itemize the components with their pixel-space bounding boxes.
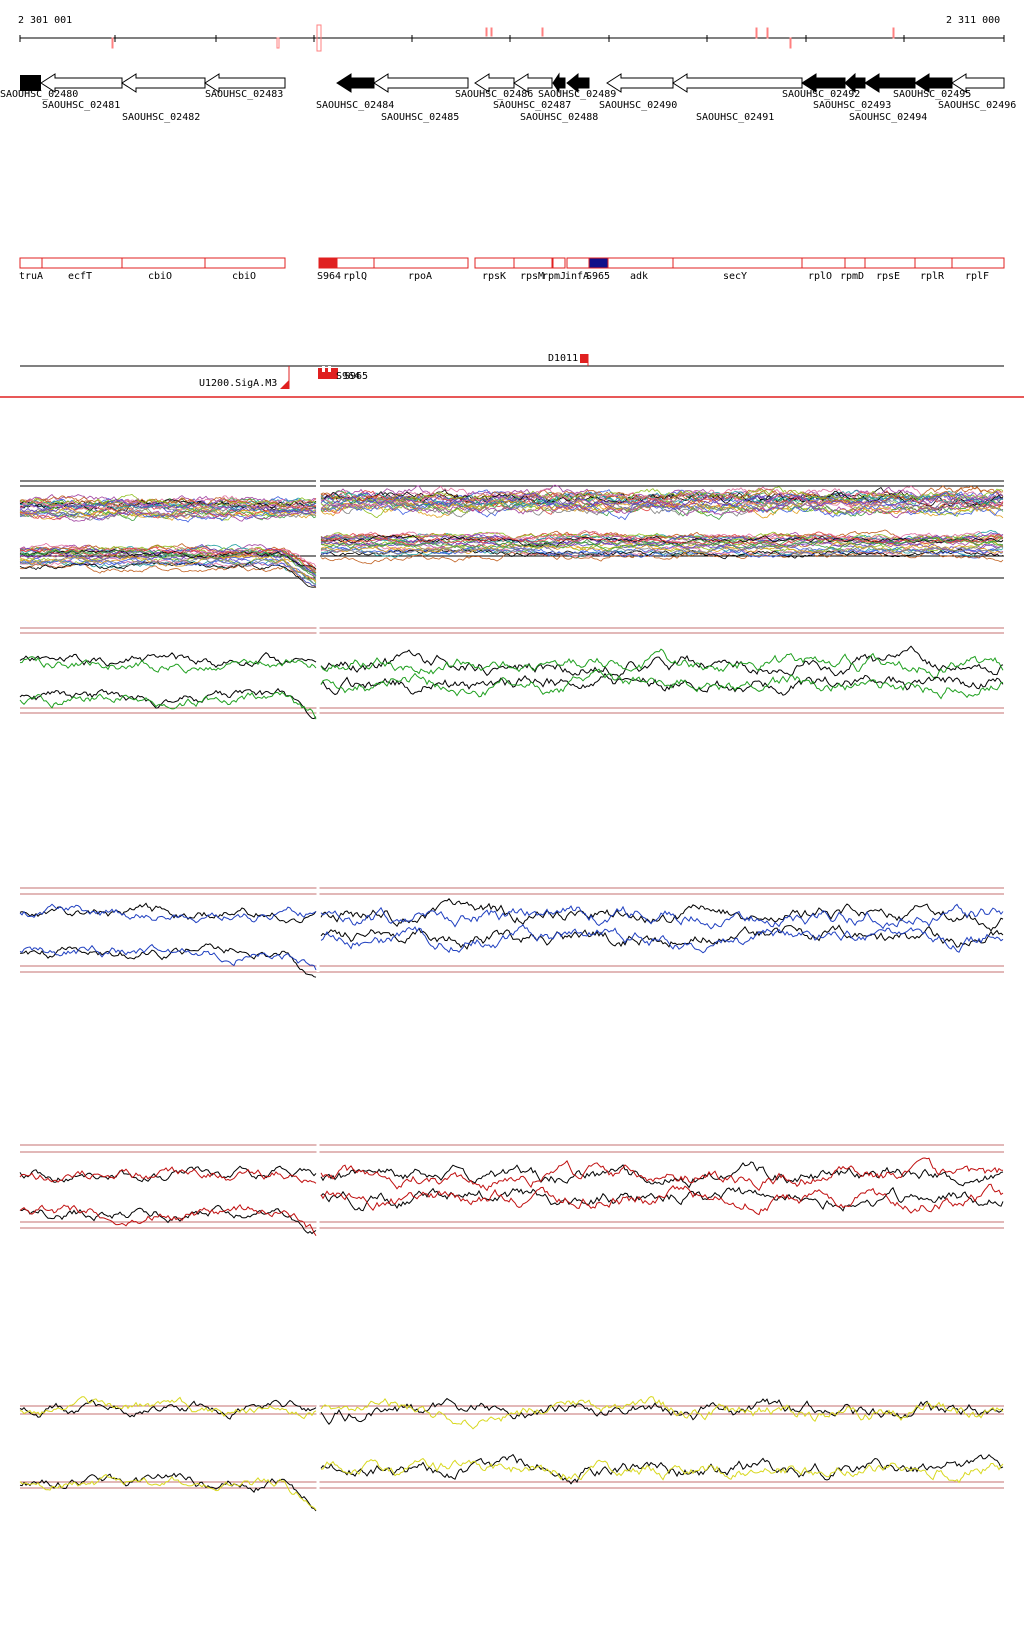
gene-label: SAOUHSC_02495 (893, 89, 971, 100)
annotation-label: rplO (808, 271, 832, 282)
annotation-label: rpsK (482, 271, 506, 282)
annotation-box[interactable] (336, 257, 375, 269)
track-all-conditions (19, 470, 1004, 590)
annotation-box[interactable] (121, 257, 206, 269)
gene-arrow[interactable] (552, 72, 566, 94)
gene-label: SAOUHSC_02485 (381, 112, 459, 123)
track-condition-yellow (19, 1390, 1004, 1512)
gene-arrow[interactable] (566, 72, 590, 94)
track-condition-green (19, 618, 1004, 720)
feature-track: D1011 U1200.SigA.M3 S964 S965 (0, 353, 1024, 398)
annotation-track: truA ecfT cbiO cbiO S964 rplQ rpoA rpsK rpsMrpmJ… (19, 257, 1005, 282)
annotation-label: rpsM (520, 271, 544, 282)
annotation-box[interactable] (801, 257, 846, 269)
annotation-box[interactable] (864, 257, 916, 269)
annotation-box[interactable] (566, 257, 590, 269)
annotation-box[interactable] (318, 257, 338, 269)
annotation-box[interactable] (552, 257, 566, 269)
annotation-label: truA (19, 271, 43, 282)
gene-label: SAOUHSC_02480 (0, 89, 78, 100)
gene-arrow[interactable] (606, 73, 674, 93)
annotation-box[interactable] (373, 257, 469, 269)
annotation-label: S964 (317, 271, 341, 282)
gene-label: SAOUHSC_02492 (782, 89, 860, 100)
feature-u1200-mark[interactable] (280, 380, 289, 389)
annotation-label: infA (565, 271, 589, 282)
expression-tracks (19, 470, 1004, 1512)
ruler-end-label: 2 311 000 (946, 15, 1000, 26)
gene-arrow[interactable] (373, 73, 469, 93)
annotation-label: rpsE (876, 271, 900, 282)
annotation-box[interactable] (672, 257, 803, 269)
gene-label: SAOUHSC_02490 (599, 100, 677, 111)
annotation-box[interactable] (513, 257, 553, 269)
annotation-label: rpmD (840, 271, 864, 282)
gene-arrow[interactable] (40, 73, 123, 93)
gene-label: SAOUHSC_02482 (122, 112, 200, 123)
track-condition-red (19, 1135, 1004, 1236)
annotation-box[interactable] (588, 257, 609, 269)
gene-label: SAOUHSC_02487 (493, 100, 571, 111)
annotation-label: rpmJ (542, 271, 566, 282)
gene-arrow[interactable] (121, 73, 206, 93)
gene-label: SAOUHSC_02494 (849, 112, 927, 123)
gene-label: SAOUHSC_02489 (538, 89, 616, 100)
annotation-label: cbiO (148, 271, 172, 282)
feature-d1011-label: D1011 (548, 353, 578, 364)
annotation-label: adk (630, 271, 648, 282)
gene-label: SAOUHSC_02486 (455, 89, 533, 100)
gene-label: SAOUHSC_02481 (42, 100, 120, 111)
annotation-box[interactable] (951, 257, 1005, 269)
gene-arrow[interactable] (336, 73, 375, 93)
gene-label: SAOUHSC_02484 (316, 100, 394, 111)
gene-label: SAOUHSC_02488 (520, 112, 598, 123)
feature-cluster-mark[interactable] (318, 368, 338, 379)
annotation-label: rplQ (343, 271, 367, 282)
coordinate-ruler: 2 301 001 2 311 000 (18, 15, 1005, 52)
track-condition-blue (19, 878, 1004, 978)
annotation-box[interactable] (844, 257, 866, 269)
annotation-label: rplF (965, 271, 989, 282)
annotation-label: rplR (920, 271, 945, 282)
gene-label: SAOUHSC_02491 (696, 112, 774, 123)
annotation-label: secY (723, 271, 747, 282)
gene-label: SAOUHSC_02496 (938, 100, 1016, 111)
gene-arrow[interactable] (513, 73, 553, 93)
feature-s964-label: S964 (336, 371, 360, 382)
ruler-start-label: 2 301 001 (18, 15, 72, 26)
annotation-box[interactable] (607, 257, 674, 269)
annotation-label: rpoA (408, 271, 432, 282)
annotation-box[interactable] (19, 257, 43, 269)
gene-arrow[interactable] (951, 73, 1005, 93)
feature-s965-label: S965 (344, 371, 368, 382)
gene-arrow[interactable] (20, 75, 41, 91)
annotation-box[interactable] (41, 257, 123, 269)
annotation-label: ecfT (68, 271, 92, 282)
gene-label: SAOUHSC_02493 (813, 100, 891, 111)
annotation-box[interactable] (204, 257, 286, 269)
feature-u1200-label: U1200.SigA.M3 (199, 378, 277, 389)
annotation-box[interactable] (914, 257, 953, 269)
annotation-label: cbiO (232, 271, 256, 282)
gene-arrow[interactable] (204, 73, 286, 93)
annotation-label: S965 (586, 271, 610, 282)
annotation-box[interactable] (474, 257, 515, 269)
gene-label: SAOUHSC_02483 (205, 89, 283, 100)
feature-d1011-mark[interactable] (580, 354, 588, 363)
